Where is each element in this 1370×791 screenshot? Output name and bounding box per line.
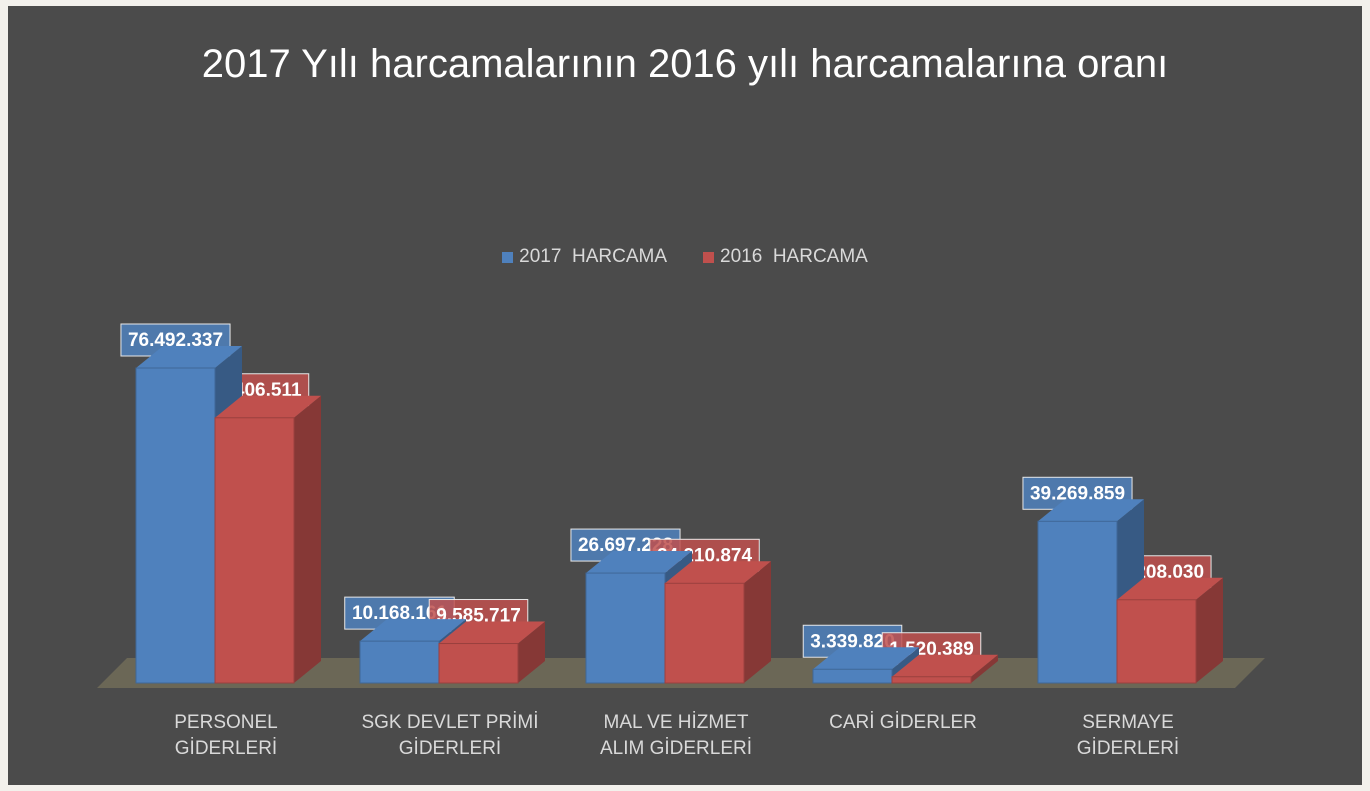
bar-side — [518, 621, 545, 683]
legend-swatch — [703, 251, 714, 263]
data-label: 3.339.820 — [810, 631, 895, 652]
bar — [214, 395, 321, 684]
bar-front — [359, 640, 440, 684]
x-tick-label: CARİ GİDERLER — [829, 712, 977, 733]
bar-front — [585, 572, 666, 684]
legend-item: 2016 HARCAMA — [703, 246, 868, 268]
data-label: 76.492.337 — [128, 330, 223, 351]
bar-side — [971, 654, 998, 683]
bar-front — [1116, 599, 1197, 684]
bar-top — [813, 647, 919, 670]
bar-top — [1038, 499, 1144, 522]
bar-side — [294, 395, 321, 683]
bar — [438, 621, 545, 684]
legend-label: 2016 HARCAMA — [720, 246, 868, 267]
bar-top — [215, 395, 321, 418]
x-tick-label: MAL VE HİZMET ALIM GİDERLERİ — [599, 712, 753, 759]
data-label: 39.269.859 — [1030, 483, 1125, 504]
bar-front — [891, 676, 972, 684]
bar-side — [1196, 577, 1223, 683]
bar-top — [1117, 577, 1223, 600]
x-tick-label: SERMAYE GİDERLERİ — [1076, 712, 1180, 759]
bar-front — [1037, 520, 1118, 684]
bar-top — [360, 619, 466, 642]
legend-label: 2017 HARCAMA — [519, 246, 667, 267]
chart-title: 2017 Yılı harcamalarının 2016 yılı harca… — [201, 42, 1169, 86]
bar-side — [744, 561, 771, 683]
bar-top — [439, 621, 545, 644]
x-tick-label: PERSONEL GİDERLERİ — [174, 712, 278, 759]
bar-front — [664, 582, 745, 684]
legend-item: 2017 HARCAMA — [502, 246, 667, 268]
bar-front — [812, 668, 893, 684]
legend-swatch — [502, 251, 514, 263]
bar — [1116, 577, 1223, 684]
bar-top — [892, 654, 998, 677]
bar-front — [135, 367, 216, 684]
bar-front — [214, 417, 295, 684]
bar — [664, 561, 771, 684]
data-label: 10.168.161 — [352, 603, 448, 624]
bar-top — [586, 551, 692, 574]
bar-front — [438, 643, 519, 684]
bar-top — [136, 346, 242, 368]
bar — [891, 654, 998, 684]
x-tick-label: SGK DEVLET PRİMİ GİDERLERİ — [361, 712, 539, 759]
bar-top — [665, 561, 771, 584]
legend: 2017 HARCAMA 2016 HARCAMA — [0, 246, 1370, 268]
